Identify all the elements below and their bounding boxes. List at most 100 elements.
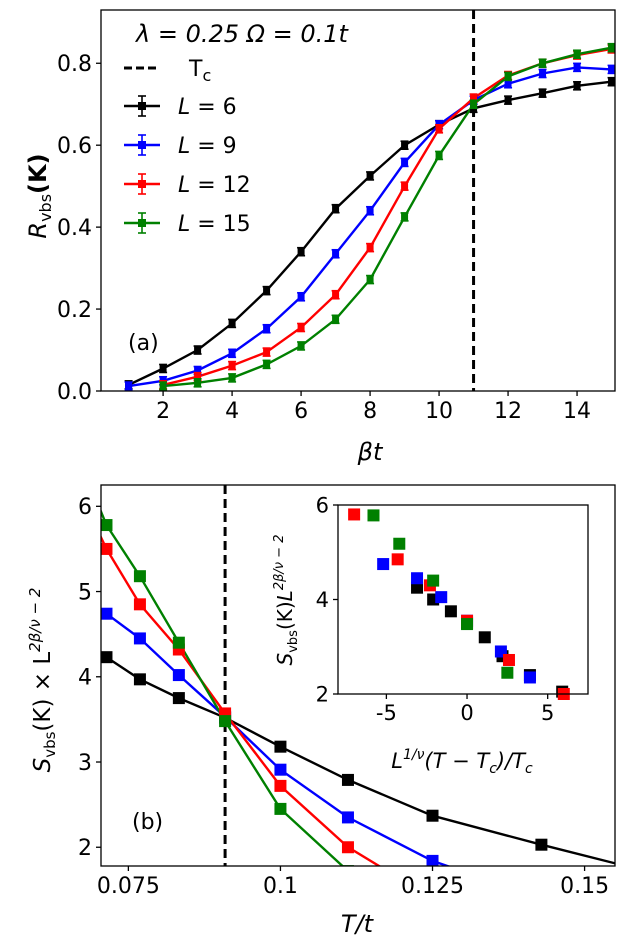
panel-a-point-L12	[435, 124, 444, 134]
inset-point	[523, 671, 536, 684]
panel-a-point-L9	[607, 64, 615, 75]
inset-point	[501, 666, 514, 679]
panel-b-point	[101, 651, 113, 664]
panel-a-y-tick-label: 0.6	[57, 134, 92, 159]
inset-point	[427, 574, 440, 587]
legend-label: L = 6	[178, 95, 237, 120]
panel-b-point	[172, 692, 185, 705]
panel-a-point-L6	[400, 140, 409, 150]
legend-marker	[138, 219, 146, 227]
legend-label: L = 15	[178, 212, 251, 237]
panel-b-point	[341, 865, 354, 866]
panel-a-point-L9	[262, 323, 271, 334]
inset-point	[411, 572, 424, 585]
panel-b-point	[274, 779, 287, 792]
panel-a-point-L12	[366, 242, 375, 253]
panel-b-frame	[100, 484, 616, 867]
panel-a-x-tick-label: 4	[225, 399, 239, 424]
panel-a-x-tick-label: 12	[494, 399, 522, 424]
panel-b-point	[219, 715, 232, 728]
panel-a-point-L15	[435, 150, 444, 161]
panel-a-point-L9	[400, 157, 409, 168]
panel-b-point	[172, 636, 185, 649]
panel-a-y-tick-label: 0.0	[57, 380, 92, 405]
inset-y-axis-label: Svbs(K)L2β/ν − 2	[272, 535, 301, 666]
inset-point	[377, 558, 390, 571]
panel-a-point-L12	[331, 289, 340, 300]
panel-a-point-L6	[159, 363, 168, 374]
panel-a-point-L15	[607, 42, 615, 53]
panel-b-point	[426, 854, 439, 866]
legend-entry-L15: L = 15	[124, 212, 251, 237]
panel-b-x-tick-label: 0.125	[401, 874, 464, 899]
panel-a-point-L6	[573, 80, 582, 91]
panel-b: 0.075 0.1 0.125 0.15 2 3 4 5 6 (b) T/t Svbs(K) ×…	[26, 483, 616, 938]
legend-marker	[138, 102, 146, 110]
panel-a-point-L15	[538, 58, 547, 69]
panel-a-point-L6	[331, 203, 340, 214]
panel-b-series-line	[105, 612, 451, 866]
panel-a-y-tick-label: 0.4	[57, 216, 92, 241]
inset-x-tick-label: -5	[376, 701, 397, 725]
panel-b-point	[274, 802, 287, 815]
legend-entry-L6: L = 6	[124, 95, 237, 120]
panel-a-point-L12	[262, 347, 271, 357]
panel-a-frame	[100, 9, 616, 392]
inset-point	[435, 591, 448, 604]
panel-b-point	[133, 632, 146, 645]
legend-label: L = 12	[178, 173, 251, 198]
panel-b-y-tick-label: 6	[78, 495, 92, 520]
panel-b-point	[133, 673, 146, 686]
panel-a-point-L6	[193, 345, 202, 355]
panel-a-x-tick-label: 8	[363, 399, 377, 424]
panel-b-point	[426, 809, 439, 822]
panel-a-y-tick-label: 0.2	[57, 298, 92, 323]
panel-b-point	[341, 811, 354, 824]
panel-a-x-axis-label: βt	[357, 438, 384, 466]
panel-a-point-L15	[228, 373, 237, 383]
panel-b-point	[101, 607, 113, 620]
panel-a-point-L9	[573, 62, 582, 73]
inset-point	[348, 508, 361, 521]
panel-a-point-L15	[573, 49, 582, 60]
legend-label: L = 9	[178, 134, 237, 159]
panel-a-point-L15	[469, 99, 478, 110]
panel-b-y-tick-label: 3	[78, 751, 92, 776]
legend-marker	[138, 180, 146, 188]
panel-b-point	[72, 483, 84, 495]
panel-a-legend: Tc L = 6 L = 9 L = 12 L = 15	[124, 57, 251, 237]
panel-a-point-L6	[504, 95, 513, 105]
panel-a-point-L12	[400, 181, 409, 191]
panel-a-x-tick-label: 2	[156, 399, 170, 424]
panel-a-point-L6	[297, 246, 306, 257]
panel-a-point-L15	[331, 314, 340, 325]
inset-x-tick-label: 5	[541, 701, 554, 725]
panel-a-x-tick-label: 6	[294, 399, 308, 424]
inset-point	[444, 605, 457, 618]
panel-b-y-axis-label: Svbs(K) × L2β/ν − 2	[26, 588, 59, 773]
panel-b-x-tick-label: 0.1	[263, 874, 298, 899]
panel-b-point	[274, 740, 287, 753]
panel-b-point	[274, 763, 287, 776]
panel-b-x-tick-label: 0.075	[97, 874, 160, 899]
panel-b-point	[133, 598, 146, 611]
panel-a-x-tick-label: 14	[563, 399, 591, 424]
panel-b-series-line	[101, 508, 345, 866]
inset-point	[393, 537, 406, 550]
panel-a-point-L15	[297, 341, 306, 351]
legend-tc-label: Tc	[188, 57, 211, 85]
panel-b-inset: -5 0 5 2 4 6 L1/ν(T − Tc)/Tc Svbs(K)L2β/ν − 2	[272, 494, 589, 777]
panel-b-x-tick-label: 0.15	[560, 874, 609, 899]
inset-x-tick-label: 0	[460, 701, 473, 725]
panel-a-point-L15	[193, 378, 202, 388]
inset-y-tick-label: 4	[316, 588, 329, 612]
panel-b-x-axis-label: T/t	[341, 910, 375, 938]
panel-a-x-tick-label: 10	[425, 399, 453, 424]
panel-a-y-tick-label: 0.8	[57, 52, 92, 77]
panel-a-point-L9	[228, 348, 237, 359]
panel-b-point	[101, 519, 113, 532]
inset-point	[391, 553, 404, 566]
panel-a-point-L6	[538, 88, 547, 98]
legend-entry-L12: L = 12	[124, 173, 251, 198]
inset-y-tick-label: 2	[316, 683, 329, 707]
